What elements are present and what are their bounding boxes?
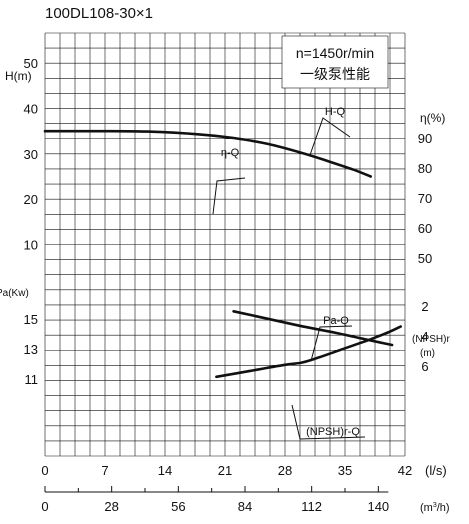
curve-leader-npsh-q [291, 404, 366, 440]
efficiency-tick-label: 60 [418, 221, 432, 236]
head-tick-label: 10 [24, 238, 38, 253]
x2-tick-label: 56 [171, 499, 185, 514]
npsh-tick-label: 6 [421, 359, 428, 374]
x-axis-unit-ls: (l/s) [425, 463, 447, 478]
curve-label-pa-q: Pa-Q [323, 315, 349, 327]
power-tick-label: 11 [25, 372, 39, 387]
chart-title: 100DL108-30×1 [45, 5, 153, 22]
x-tick-label: 14 [158, 463, 172, 478]
head-tick-label: 30 [24, 147, 38, 162]
x-tick-label: 7 [101, 463, 108, 478]
curve-leader-pa-q [310, 325, 353, 362]
curve-leader-eta-q [212, 177, 246, 215]
power-axis-label: Pa(Kw) [0, 288, 29, 299]
curve-label-npsh-q: (NPSH)r-Q [306, 426, 360, 438]
x2-tick-label: 84 [238, 499, 252, 514]
curve-npsh-q [232, 310, 394, 347]
npsh-axis-label: (NPSH)r [412, 334, 450, 345]
x-tick-label: 42 [398, 463, 412, 478]
grid [44, 32, 406, 457]
npsh-tick-label: 2 [421, 299, 428, 314]
head-tick-label: 50 [24, 56, 38, 71]
x-axis-unit-m3h: (m3/h) [420, 502, 450, 514]
x-tick-label: 28 [278, 463, 292, 478]
x-tick-label: 21 [218, 463, 232, 478]
x2-tick-label: 112 [301, 499, 322, 514]
efficiency-tick-label: 90 [418, 131, 432, 146]
x-tick-label: 35 [338, 463, 352, 478]
curves [43, 129, 402, 379]
annotation-stage: 一级泵性能 [300, 66, 370, 82]
curve-leader-h-q [309, 117, 351, 156]
curve-pa-q [215, 325, 402, 379]
efficiency-axis-label: η(%) [420, 111, 445, 125]
x2-tick-label: 140 [367, 499, 389, 514]
head-tick-label: 20 [24, 192, 38, 207]
x-tick-label: 0 [41, 463, 48, 478]
curve-label-h-q: H-Q [325, 106, 346, 118]
efficiency-tick-label: 80 [418, 161, 432, 176]
power-tick-label: 13 [24, 342, 38, 357]
power-tick-label: 15 [24, 312, 38, 327]
annotation-speed: n=1450r/min [296, 45, 374, 61]
head-tick-label: 40 [24, 102, 38, 117]
x2-tick-label: 28 [104, 499, 118, 514]
axes: 0 7 14 21 28 35 420 28 56 84 112 140504030201015131… [24, 56, 433, 514]
efficiency-tick-label: 50 [418, 251, 432, 266]
labels: 100DL108-30×1 n=1450r/min 一级泵性能 H(m) Pa(… [0, 5, 450, 514]
curve-h-q [43, 129, 372, 178]
efficiency-tick-label: 70 [418, 191, 432, 206]
curve-label-eta-q: η-Q [221, 147, 240, 159]
head-axis-label: H(m) [5, 69, 32, 83]
npsh-tick-label: 4 [421, 329, 428, 344]
x2-tick-label: 0 [41, 499, 48, 514]
npsh-axis-unit: (m) [420, 348, 435, 359]
annotation-box [281, 35, 389, 89]
